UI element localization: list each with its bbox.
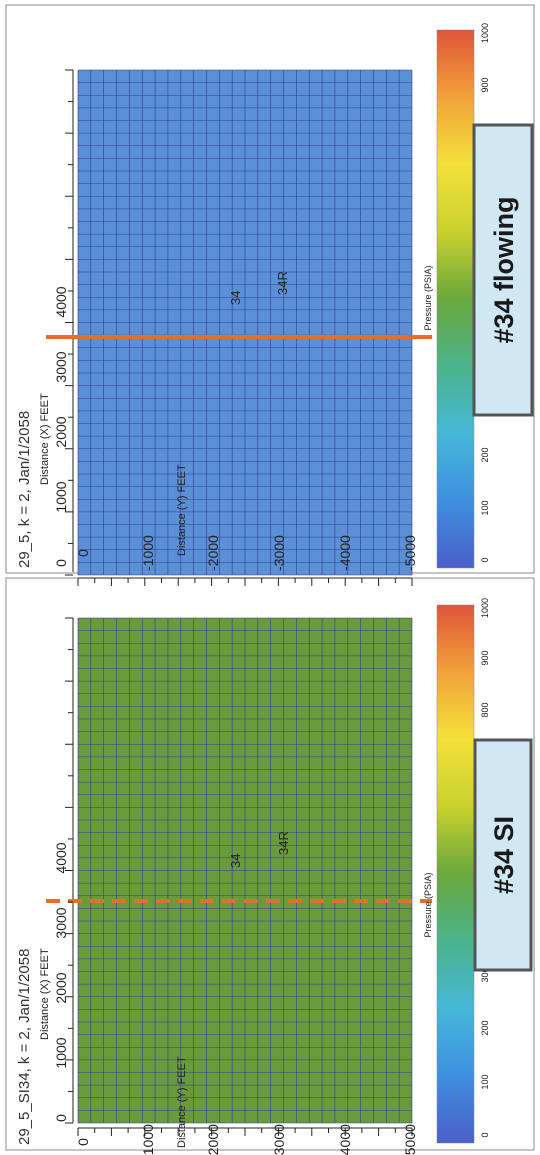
panel-si34: 29_5_SI34, k = 2, Jan/1/2058 0 1000 2000…: [5, 577, 535, 1155]
annotation-box: [473, 738, 533, 972]
panel-title: 29_5, k = 2, Jan/1/2058: [16, 411, 33, 568]
colorbar-tick-label: 100: [480, 1074, 490, 1089]
x-axis-label: Distance (X) FEET: [39, 393, 51, 485]
colorbar-tick-label: 900: [480, 77, 490, 92]
colorbar-tick-label: 0: [480, 1132, 490, 1137]
x-tick-label: 1000: [53, 1037, 69, 1068]
x-tick-label: 0: [53, 559, 69, 567]
y-tick-label: -3000: [271, 1124, 287, 1155]
y-axis-label: Distance (Y) FEET: [176, 1056, 188, 1148]
y-tick-label: -3000: [271, 535, 287, 571]
x-tick-label: 4000: [53, 286, 69, 317]
x-tick-label: 3000: [53, 907, 69, 938]
x-axis: 0 1000 2000 3000 4000 Distance (X) FEET: [39, 70, 74, 572]
y-tick-label: -2000: [205, 1124, 221, 1155]
panel-title: 29_5_SI34, k = 2, Jan/1/2058: [16, 949, 33, 1145]
x-tick-label: 3000: [53, 351, 69, 382]
y-tick-label: -5000: [402, 535, 418, 571]
colorbar-bar: [436, 29, 475, 569]
colorbar-tick-label: 800: [480, 702, 490, 717]
well-label-34r: 34R: [276, 831, 291, 855]
x-tick-label: 4000: [53, 842, 69, 873]
colorbar-tick-label: 200: [480, 1020, 490, 1035]
y-tick-label: -2000: [205, 535, 221, 571]
colorbar-bar: [436, 604, 475, 1144]
colorbar-label: Pressure (PSIA): [423, 265, 433, 330]
well-label-34: 34: [228, 854, 243, 868]
colorbar: Pressure (PSIA) 0 100 200 900 1000: [423, 23, 490, 569]
y-tick-label: -1000: [140, 535, 156, 571]
y-axis: 0 -1000 -2000 -3000 -4000 -5000 Distance…: [75, 464, 418, 579]
x-tick-label: 0: [53, 1114, 69, 1122]
y-axis-label: Distance (Y) FEET: [176, 464, 188, 556]
colorbar-label: Pressure (PSIA): [423, 872, 433, 937]
x-tick-label: 1000: [53, 481, 69, 512]
well-label-34: 34: [228, 291, 243, 305]
model-grid: [77, 69, 413, 576]
annotation-box: [472, 123, 534, 417]
colorbar-tick-label: 0: [480, 557, 490, 562]
y-tick-label: 0: [75, 1138, 91, 1146]
y-tick-label: 0: [75, 549, 91, 557]
y-tick-label: -4000: [337, 1124, 353, 1155]
y-axis: 0 -1000 -2000 -3000 -4000 -5000 Distance…: [75, 1056, 418, 1155]
x-tick-label: 2000: [53, 972, 69, 1003]
annotation-text: #34 flowing: [489, 196, 519, 343]
model-grid: [77, 617, 413, 1124]
annotation-text: #34 SI: [489, 816, 519, 894]
colorbar-tick-label: 300: [480, 967, 490, 982]
colorbar-tick-label: 100: [480, 500, 490, 515]
colorbar-tick-label: 1000: [480, 23, 490, 43]
panel-flowing: 29_5, k = 2, Jan/1/2058 0 1000 2000 3000…: [5, 4, 535, 579]
y-tick-label: -5000: [402, 1124, 418, 1155]
x-tick-label: 2000: [53, 416, 69, 447]
well-label-34r: 34R: [275, 271, 290, 295]
colorbar-tick-label: 900: [480, 650, 490, 665]
colorbar: Pressure (PSIA) 0 100 200 300 800 900 10…: [423, 598, 490, 1144]
y-tick-label: -1000: [140, 1124, 156, 1155]
colorbar-tick-label: 200: [480, 447, 490, 462]
colorbar-tick-label: 1000: [480, 598, 490, 618]
y-tick-label: -4000: [337, 535, 353, 571]
x-axis: 0 1000 2000 3000 4000 Distance (X) FEET: [39, 618, 74, 1123]
x-axis-label: Distance (X) FEET: [39, 948, 51, 1040]
